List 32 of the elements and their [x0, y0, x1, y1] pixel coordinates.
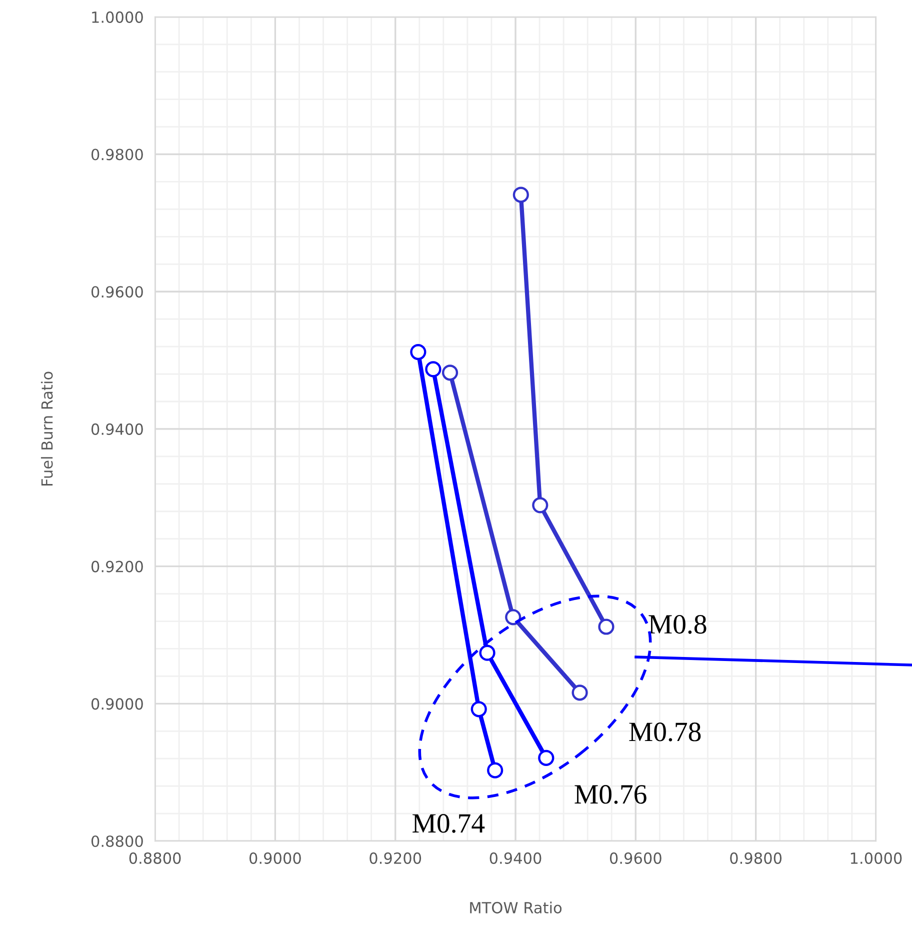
point	[572, 684, 588, 701]
point	[598, 618, 614, 635]
series-label: M0.8	[648, 614, 706, 634]
point	[425, 361, 442, 378]
y-tick-label: 0.8800	[91, 835, 143, 848]
x-axis-title: MTOW Ratio	[470, 902, 562, 914]
x-tick-label: 0.9400	[490, 852, 542, 864]
point	[538, 750, 554, 766]
x-tick-label: 0.9200	[370, 852, 422, 864]
x-tick-label: 0.9000	[249, 852, 301, 864]
y-axis-title: Fuel Burn Ratio	[40, 372, 53, 486]
y-tick-label: 0.9800	[91, 148, 143, 160]
point	[487, 762, 504, 778]
y-tick-label: 0.9400	[91, 423, 143, 435]
point	[470, 701, 487, 718]
y-tick-label: 0.9000	[91, 698, 143, 710]
point	[410, 344, 426, 360]
point	[479, 644, 496, 661]
point	[442, 364, 458, 381]
series-label: M0.78	[629, 722, 701, 742]
y-tick-label: 0.9600	[91, 286, 143, 298]
x-tick-label: 1.0000	[850, 852, 902, 864]
x-tick-label: 0.9800	[730, 852, 782, 864]
x-tick-label: 0.9600	[610, 852, 662, 864]
point	[532, 497, 548, 514]
y-tick-label: 1.0000	[92, 11, 143, 23]
x-tick-label: 0.8800	[129, 852, 181, 864]
point	[505, 609, 522, 626]
series-label: M0.76	[574, 785, 646, 804]
point	[512, 186, 529, 203]
series-label: M0.74	[412, 814, 485, 833]
y-tick-label: 0.9200	[91, 560, 143, 572]
